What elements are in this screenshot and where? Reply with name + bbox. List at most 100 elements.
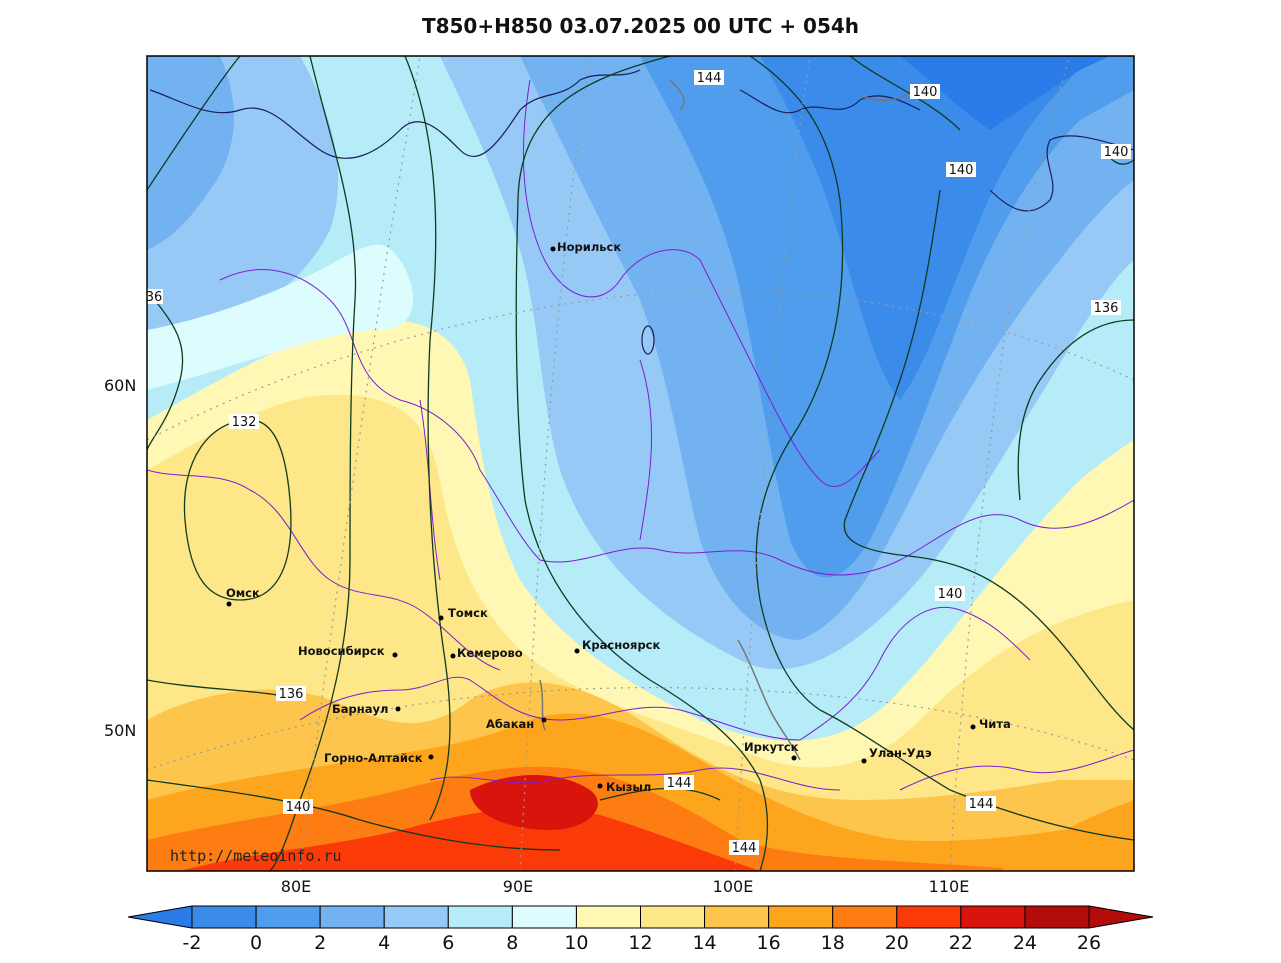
map-title: T850+H850 03.07.2025 00 UTC + 054h (421, 14, 860, 38)
colorbar-extension-high (1088, 905, 1154, 929)
city-novosibirsk: Новосибирск (298, 644, 398, 658)
isohypse-label: 132 (229, 414, 259, 430)
lon-label-90e: 90E (503, 877, 533, 896)
svg-text:Красноярск: Красноярск (582, 638, 660, 652)
isohypse-label: 140 (283, 799, 313, 815)
svg-text:140: 140 (286, 800, 311, 815)
svg-text:140: 140 (938, 587, 963, 602)
colorbar-swatch (1024, 905, 1090, 929)
city-norilsk: Норильск (550, 240, 621, 254)
isohypse-label: 140 (935, 586, 965, 602)
city-barnaul: Барнаул (332, 702, 401, 716)
colorbar-tick-label: 24 (1013, 932, 1037, 954)
isohypse-label: 140 (946, 162, 976, 178)
svg-text:144: 144 (667, 776, 692, 791)
isohypse-label: 144 (664, 775, 694, 791)
isohypse-labels: 144 140 140 140 36 136 132 136 140 140 1… (146, 70, 1131, 856)
city-markers: Норильск Омск Томск Новосибирск Кемерово… (226, 240, 1011, 794)
colorbar-tick-label: 26 (1077, 932, 1101, 954)
svg-text:Барнаул: Барнаул (332, 702, 388, 716)
city-kemerovo: Кемерово (450, 646, 523, 660)
colorbar-swatch (640, 905, 706, 929)
colorbar-swatch (191, 905, 257, 929)
map-frame (146, 55, 1135, 872)
colorbar-tick-label: 4 (378, 932, 390, 954)
svg-text:Норильск: Норильск (557, 240, 621, 254)
city-abakan: Абакан (486, 717, 547, 731)
lon-label-80e: 80E (281, 877, 311, 896)
colorbar-swatch (447, 905, 513, 929)
colorbar-tick-label: 20 (885, 932, 909, 954)
colorbar-swatch (383, 905, 449, 929)
colorbar-extension-low (127, 905, 193, 929)
colorbar-swatch (832, 905, 898, 929)
watermark: http://meteoinfo.ru (170, 847, 342, 865)
colorbar-swatch (255, 905, 321, 929)
coastline (149, 69, 1134, 355)
svg-text:140: 140 (949, 163, 974, 178)
isohypse-label: 140 (1101, 144, 1131, 160)
city-gorno-altaysk: Горно-Алтайск (324, 751, 434, 765)
svg-text:Иркутск: Иркутск (744, 740, 799, 754)
svg-text:Абакан: Абакан (486, 717, 534, 731)
svg-text:Новосибирск: Новосибирск (298, 644, 385, 658)
isohypse-label: 136 (276, 686, 306, 702)
colorbar-swatch (511, 905, 577, 929)
city-krasnoyarsk: Красноярск (574, 638, 660, 654)
svg-text:Кызыл: Кызыл (606, 780, 651, 794)
city-kyzyl: Кызыл (597, 780, 651, 794)
colorbar: -2 0 2 4 6 8 10 12 14 16 18 20 22 24 26 (127, 905, 1154, 954)
colorbar-swatch (896, 905, 962, 929)
isohypse-label: 144 (694, 70, 724, 86)
colorbar-tick-label: 18 (821, 932, 845, 954)
city-irkutsk: Иркутск (744, 740, 799, 761)
colorbar-swatch (319, 905, 385, 929)
graticule (147, 56, 1134, 871)
colorbar-tick-label: 6 (442, 932, 454, 954)
svg-text:Горно-Алтайск: Горно-Алтайск (324, 751, 423, 765)
colorbar-swatch (575, 905, 642, 929)
svg-text:140: 140 (1104, 145, 1129, 160)
colorbar-tick-label: 14 (692, 932, 716, 954)
colorbar-tick-label: 16 (757, 932, 781, 954)
isohypse-label: 144 (729, 840, 759, 856)
isohypse-label: 144 (966, 796, 996, 812)
temperature-field (147, 56, 1134, 871)
city-ulan-ude: Улан-Удэ (861, 746, 932, 764)
colorbar-swatch (960, 905, 1026, 929)
city-tomsk: Томск (438, 606, 488, 621)
colorbar-tick-label: 12 (628, 932, 652, 954)
lat-axis-labels: 60N 50N (104, 376, 136, 740)
city-omsk: Омск (226, 586, 260, 607)
city-chita: Чита (970, 717, 1011, 731)
lon-label-110e: 110E (929, 877, 970, 896)
svg-text:136: 136 (1094, 301, 1119, 316)
svg-text:144: 144 (969, 797, 994, 812)
svg-text:140: 140 (913, 85, 938, 100)
colorbar-swatch (768, 905, 834, 929)
colorbar-swatch (704, 905, 770, 929)
lat-label-60n: 60N (104, 376, 136, 395)
svg-text:36: 36 (146, 290, 163, 305)
colorbar-tick-label: 2 (314, 932, 326, 954)
colorbar-tick-label: 22 (949, 932, 973, 954)
svg-text:Омск: Омск (226, 586, 260, 600)
svg-text:Кемерово: Кемерово (457, 646, 523, 660)
isohypse-label: 136 (1091, 300, 1121, 316)
svg-text:144: 144 (697, 71, 722, 86)
colorbar-tick-label: -2 (183, 932, 202, 954)
isohypse-label: 140 (910, 84, 940, 100)
colorbar-tick-label: 10 (564, 932, 588, 954)
svg-text:144: 144 (732, 841, 757, 856)
isohypse-label: 36 (146, 289, 163, 305)
svg-text:132: 132 (232, 415, 257, 430)
svg-text:136: 136 (279, 687, 304, 702)
svg-text:Чита: Чита (979, 717, 1011, 731)
lat-label-50n: 50N (104, 721, 136, 740)
lon-label-100e: 100E (713, 877, 754, 896)
lon-axis-labels: 80E 90E 100E 110E (281, 877, 970, 896)
svg-text:Томск: Томск (448, 606, 488, 620)
colorbar-tick-label: 8 (506, 932, 518, 954)
colorbar-tick-label: 0 (250, 932, 262, 954)
svg-text:Улан-Удэ: Улан-Удэ (869, 746, 932, 760)
